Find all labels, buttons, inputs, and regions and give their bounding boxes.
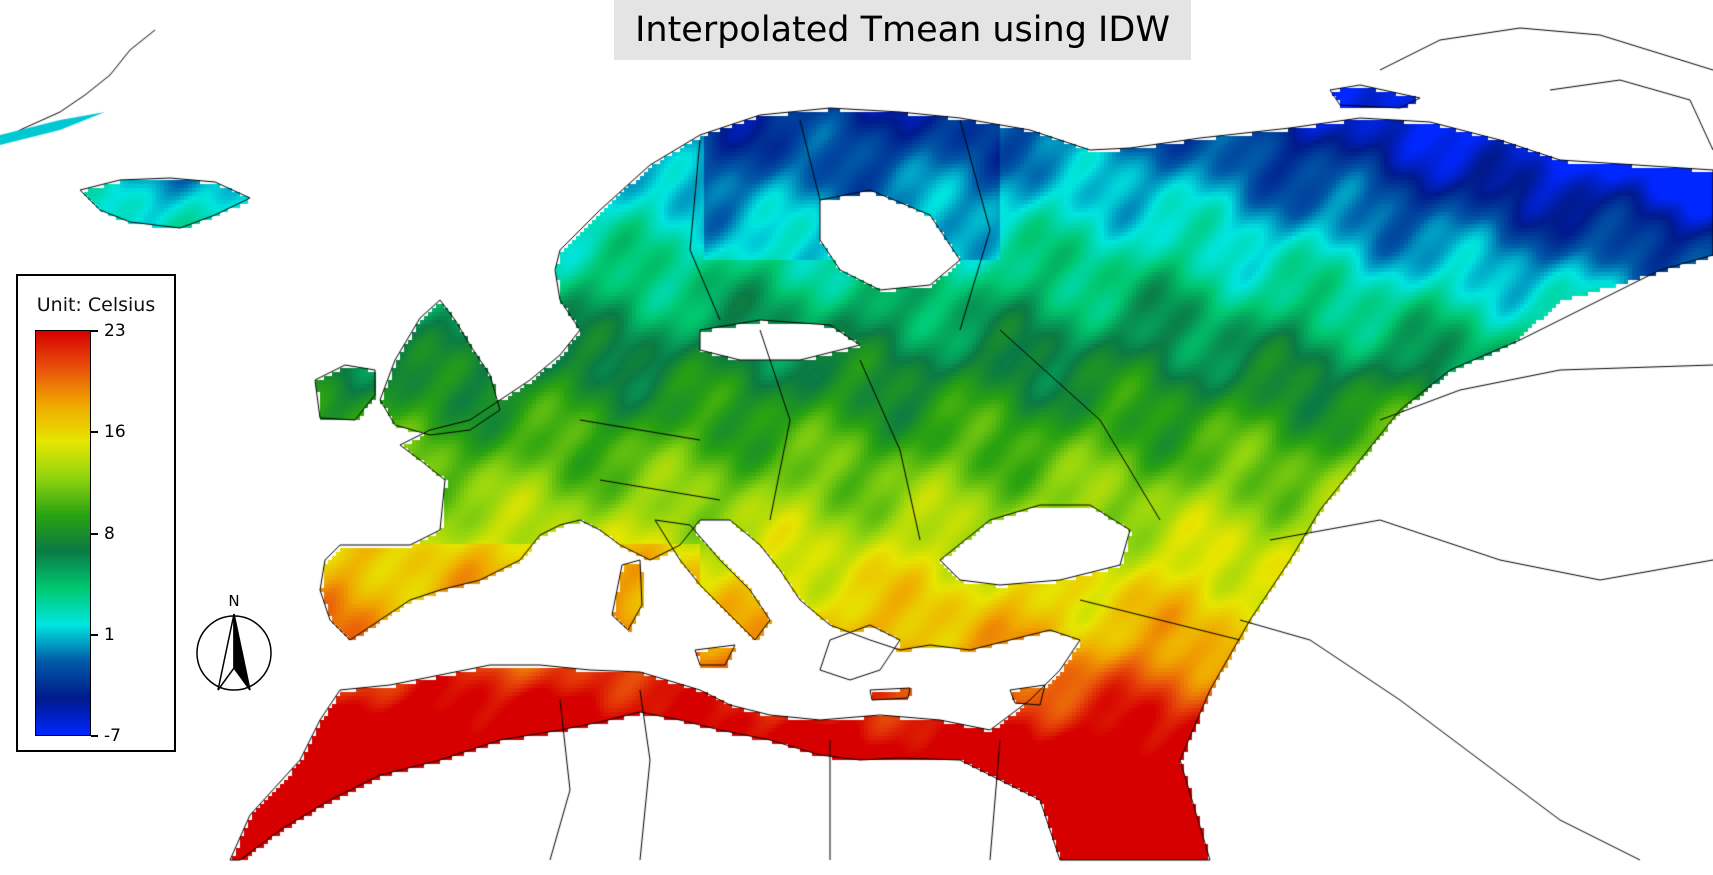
north-arrow: N bbox=[194, 592, 274, 692]
colorbar-tick bbox=[91, 634, 98, 636]
map-title: Interpolated Tmean using IDW bbox=[635, 10, 1170, 50]
colorbar-tick bbox=[91, 330, 98, 332]
colorbar-tick-label: -7 bbox=[104, 726, 121, 746]
colorbar-tick-label: 23 bbox=[104, 321, 126, 341]
colorbar-tick-label: 8 bbox=[104, 524, 115, 544]
colorbar-tick-label: 1 bbox=[104, 625, 115, 645]
colorbar-legend: Unit: Celsius 23 16 8 1 -7 bbox=[16, 274, 176, 752]
colorbar-tick bbox=[91, 533, 98, 535]
colorbar-tick bbox=[91, 735, 98, 737]
north-label: N bbox=[228, 592, 240, 610]
north-arrow-icon bbox=[196, 613, 272, 691]
colorbar-tick bbox=[91, 431, 98, 433]
colorbar-tick-label: 16 bbox=[104, 422, 126, 442]
colorbar-gradient bbox=[35, 330, 91, 736]
legend-unit-label: Unit: Celsius bbox=[36, 294, 156, 316]
map-title-box: Interpolated Tmean using IDW bbox=[614, 0, 1191, 60]
